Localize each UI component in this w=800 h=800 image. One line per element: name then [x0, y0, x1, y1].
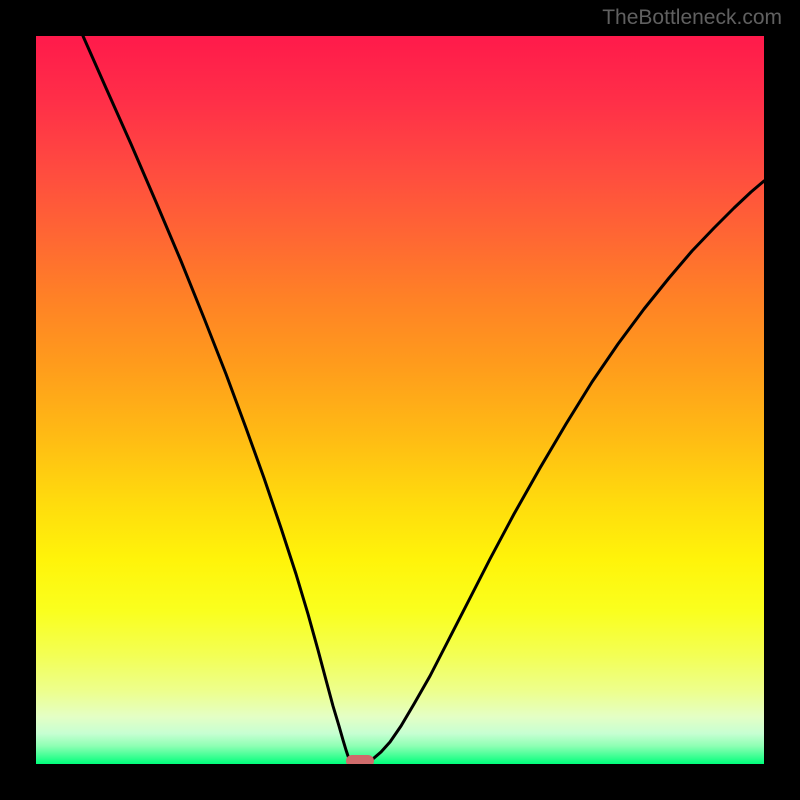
bottleneck-curve [83, 36, 764, 764]
bottleneck-marker [346, 755, 374, 764]
watermark-text: TheBottleneck.com [602, 6, 782, 30]
